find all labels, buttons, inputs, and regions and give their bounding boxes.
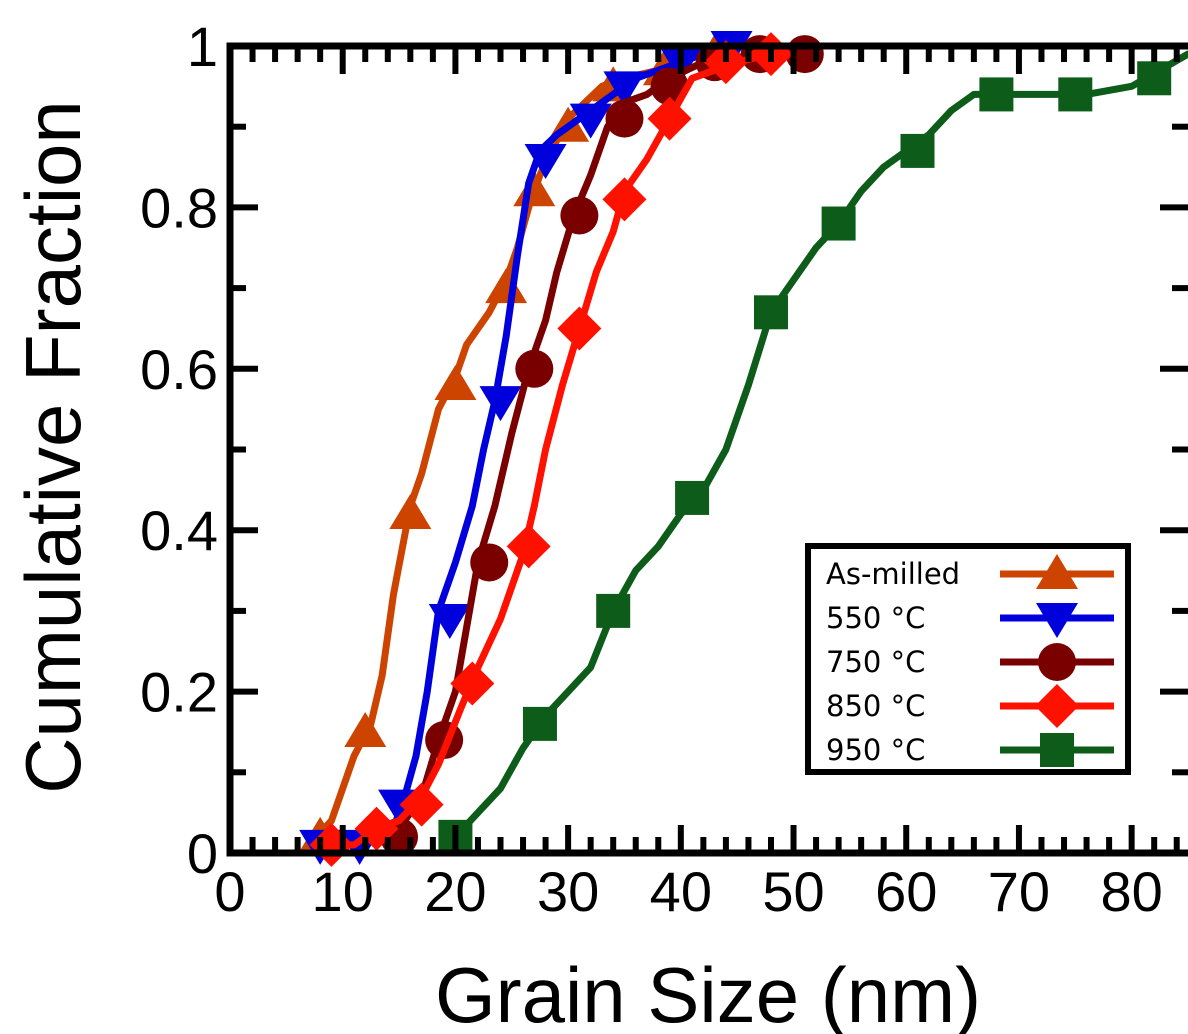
data-point: [821, 206, 856, 241]
data-point: [560, 196, 599, 235]
legend-label: 550 °C: [826, 601, 925, 635]
data-point: [434, 364, 477, 400]
data-point: [900, 133, 935, 168]
legend-marker: [1036, 603, 1078, 638]
y-tick-label: 0: [187, 822, 218, 885]
x-tick-label: 70: [988, 860, 1050, 923]
legend: As-milled 550 °C 750 °C 850 °C 950 °C: [805, 543, 1131, 775]
x-axis-ticks: 0 10 20 30 40 50 60 70 80: [214, 46, 1180, 923]
data-point: [602, 177, 647, 222]
y-tick-label: 0.4: [140, 499, 218, 562]
legend-marker: [1038, 643, 1076, 681]
data-point: [557, 306, 602, 351]
data-point: [596, 593, 631, 628]
series-3: [309, 32, 793, 867]
x-tick-label: 50: [762, 860, 824, 923]
legend-label: 850 °C: [826, 689, 925, 723]
data-point: [569, 103, 612, 139]
data-point: [1137, 61, 1172, 96]
x-tick-label: 40: [650, 860, 712, 923]
data-point: [399, 782, 444, 827]
x-tick-label: 80: [1100, 860, 1162, 923]
series-2: [373, 35, 824, 856]
legend-label: 750 °C: [826, 645, 925, 679]
y-tick-label: 0.2: [140, 661, 218, 724]
x-tick-label: 60: [875, 860, 937, 923]
data-point: [470, 543, 509, 582]
data-point: [389, 494, 432, 530]
data-point: [450, 661, 495, 706]
x-axis-title: Grain Size (nm): [435, 951, 981, 1034]
series-line: [451, 50, 1188, 841]
data-point: [428, 603, 471, 639]
data-point: [979, 77, 1014, 112]
y-axis-title: Cumulative Fraction: [9, 100, 97, 794]
series-0: [299, 34, 736, 852]
plot-area: [226, 31, 1188, 867]
series-4: [438, 50, 1188, 854]
data-point: [522, 706, 557, 741]
data-point: [603, 71, 646, 107]
data-point: [344, 711, 387, 747]
y-tick-label: 0.8: [140, 176, 218, 239]
data-point: [605, 99, 644, 138]
data-point: [479, 386, 522, 422]
x-tick-label: 30: [537, 860, 599, 923]
legend-marker: [1040, 733, 1074, 767]
legend-label: 950 °C: [826, 733, 925, 767]
data-point: [485, 268, 528, 304]
data-point: [524, 143, 567, 179]
data-point: [703, 40, 748, 85]
legend-marker: [1036, 554, 1078, 589]
data-point: [1058, 77, 1093, 112]
y-axis-ticks: 0 0.2 0.4 0.6 0.8 1: [140, 15, 1188, 885]
data-point: [515, 349, 554, 388]
data-point: [506, 524, 551, 569]
data-point: [675, 480, 710, 515]
y-tick-label: 1: [187, 15, 218, 78]
x-tick-label: 0: [214, 860, 245, 923]
legend-label: As-milled: [826, 557, 960, 591]
x-tick-label: 10: [312, 860, 374, 923]
legend-marker: [1035, 684, 1079, 728]
data-point: [647, 96, 692, 141]
y-tick-label: 0.6: [140, 338, 218, 401]
x-tick-label: 20: [424, 860, 486, 923]
data-point: [753, 295, 788, 330]
